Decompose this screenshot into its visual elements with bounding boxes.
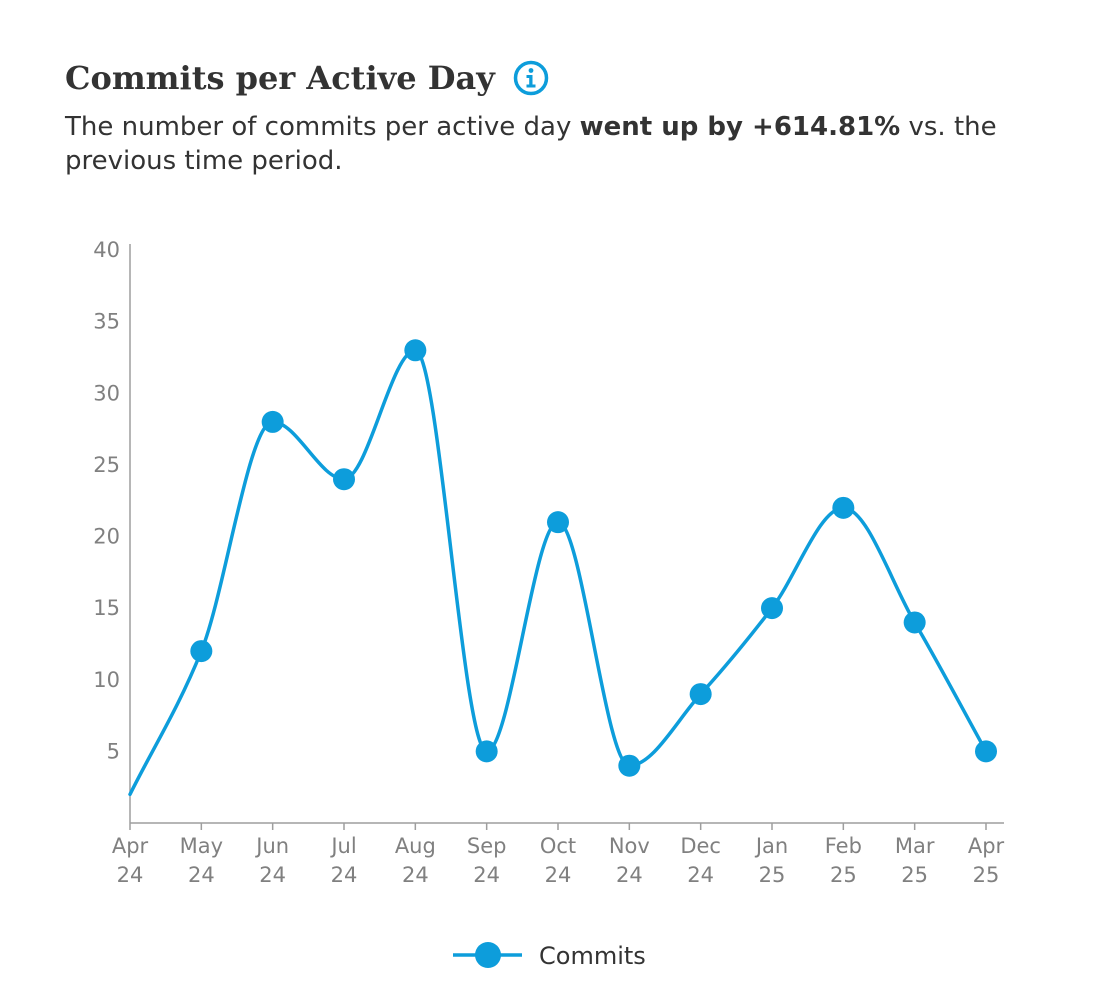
data-point[interactable] — [404, 339, 427, 362]
x-tick-label-month: Apr — [968, 834, 1005, 858]
y-tick-label: 35 — [93, 310, 120, 334]
x-axis: Apr 24 May 24 Jun 24 Jul 24 Aug 24 Sep 24 Oct 24 Nov 24… — [112, 822, 1005, 887]
x-tick-label-year: 24 — [188, 863, 215, 887]
x-tick-label-month: Feb — [825, 834, 862, 858]
x-tick-label-month: Nov — [609, 834, 650, 858]
x-tick-label-year: 24 — [545, 863, 572, 887]
x-tick-label-year: 25 — [830, 863, 857, 887]
chart-title: Commits per Active Day — [65, 59, 495, 97]
data-point[interactable] — [618, 754, 641, 777]
x-tick-label-year: 25 — [759, 863, 786, 887]
x-tick-label-year: 25 — [973, 863, 1000, 887]
x-tick-label-month: May — [180, 834, 223, 858]
subtitle-suffix: vs. the previous time period. — [65, 112, 997, 176]
x-tick-label-year: 25 — [901, 863, 928, 887]
y-axis: 5 10 15 20 25 30 35 40 — [93, 238, 131, 823]
x-tick-label-month: Oct — [540, 834, 576, 858]
x-tick-label-year: 24 — [402, 863, 429, 887]
y-tick-label: 30 — [93, 381, 120, 405]
legend-label: Commits — [539, 942, 646, 970]
y-tick-label: 5 — [107, 739, 120, 763]
y-tick-label: 10 — [93, 668, 120, 692]
series-line — [128, 348, 988, 797]
chart-subtitle: The number of commits per active day wen… — [65, 110, 1025, 178]
data-point[interactable] — [832, 496, 855, 519]
x-tick-label-year: 24 — [259, 863, 286, 887]
title-row: Commits per Active Day — [65, 52, 1025, 104]
series-commits — [128, 339, 997, 797]
subtitle-prefix: The number of commits per active day — [65, 112, 580, 142]
y-tick-label: 20 — [93, 525, 120, 549]
x-tick-label-year: 24 — [687, 863, 714, 887]
legend[interactable]: Commits — [453, 942, 646, 970]
x-tick-label-year: 24 — [616, 863, 643, 887]
x-tick-label-month: Dec — [680, 834, 721, 858]
data-point[interactable] — [475, 740, 498, 763]
x-tick-label-year: 24 — [331, 863, 358, 887]
chart-header: Commits per Active Day The number of com… — [65, 52, 1025, 178]
info-icon[interactable] — [513, 60, 549, 96]
x-tick-label-month: Sep — [467, 834, 507, 858]
legend-marker — [475, 942, 501, 968]
data-point[interactable] — [261, 410, 284, 433]
x-tick-label-month: Mar — [895, 834, 935, 858]
x-tick-label-year: 24 — [117, 863, 144, 887]
x-tick-label-year: 24 — [473, 863, 500, 887]
data-point[interactable] — [547, 511, 569, 534]
y-tick-label: 25 — [93, 453, 120, 477]
x-tick-label-month: Jul — [329, 834, 356, 858]
x-tick-label-month: Jan — [754, 834, 788, 858]
data-point[interactable] — [190, 640, 213, 663]
data-point[interactable] — [761, 597, 783, 620]
data-point[interactable] — [689, 683, 712, 706]
x-tick-label-month: Jun — [254, 834, 289, 858]
subtitle-highlight: went up by +614.81% — [579, 112, 901, 142]
y-tick-label: 40 — [93, 238, 120, 262]
x-tick-label-month: Apr — [112, 834, 149, 858]
y-tick-label: 15 — [93, 596, 120, 620]
data-point[interactable] — [333, 468, 355, 491]
data-point[interactable] — [975, 740, 997, 763]
data-point[interactable] — [903, 611, 926, 634]
x-tick-label-month: Aug — [395, 834, 436, 858]
